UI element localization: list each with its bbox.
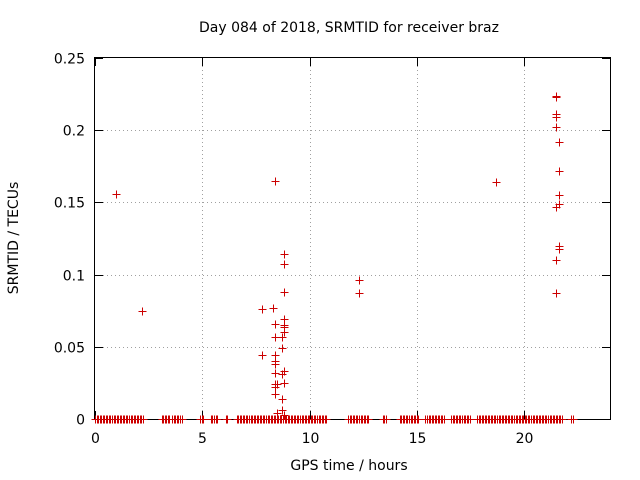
x-tick-label: 20 xyxy=(516,431,534,447)
y-tick-label: 0.15 xyxy=(54,196,85,212)
grid-layer xyxy=(95,58,610,419)
data-point xyxy=(271,360,280,369)
data-point xyxy=(258,351,267,360)
data-point xyxy=(258,305,267,314)
data-point xyxy=(271,333,280,342)
zero-data-point xyxy=(440,415,449,424)
data-point xyxy=(355,276,364,285)
data-point xyxy=(278,406,287,415)
y-tick-label: 0.2 xyxy=(63,124,85,140)
data-point xyxy=(280,411,289,420)
data-point xyxy=(555,167,564,176)
data-point xyxy=(278,395,287,404)
data-point xyxy=(271,369,280,378)
zero-data-point xyxy=(466,415,475,424)
x-tick-label: 10 xyxy=(302,431,320,447)
data-point xyxy=(273,380,282,389)
y-tick-label: 0.25 xyxy=(54,52,85,68)
data-point xyxy=(552,123,561,132)
data-point xyxy=(555,200,564,209)
x-tick-label: 15 xyxy=(409,431,427,447)
plot-frame xyxy=(94,57,611,420)
data-point xyxy=(280,250,289,259)
data-point xyxy=(280,379,289,388)
data-point xyxy=(273,409,282,418)
zero-data-point xyxy=(213,415,222,424)
y-tick-label: 0.1 xyxy=(63,269,85,285)
data-point xyxy=(278,344,287,353)
zero-data-point xyxy=(364,415,373,424)
data-point xyxy=(492,178,501,187)
data-point xyxy=(280,328,289,337)
x-axis-title: GPS time / hours xyxy=(290,458,407,474)
zero-data-point xyxy=(558,415,567,424)
data-point xyxy=(280,260,289,269)
data-point xyxy=(269,304,278,313)
zero-data-point xyxy=(569,415,578,424)
y-tick-label: 0 xyxy=(76,413,85,429)
data-point xyxy=(280,288,289,297)
data-point xyxy=(555,138,564,147)
zero-data-point xyxy=(139,415,148,424)
data-point xyxy=(138,307,147,316)
data-point xyxy=(278,333,287,342)
zero-data-point xyxy=(178,415,187,424)
zero-data-point xyxy=(199,415,208,424)
zero-data-point xyxy=(322,415,331,424)
data-point xyxy=(555,245,564,254)
chart-title: Day 084 of 2018, SRMTID for receiver bra… xyxy=(199,20,499,36)
y-axis-title: SRMTID / TECUs xyxy=(6,182,22,295)
x-tick-label: 0 xyxy=(91,431,100,447)
y-tick-label: 0.05 xyxy=(54,341,85,357)
data-point xyxy=(280,367,289,376)
zero-data-point xyxy=(223,415,232,424)
data-point xyxy=(552,256,561,265)
data-point xyxy=(552,93,561,102)
x-tick-label: 5 xyxy=(198,431,207,447)
data-points xyxy=(91,92,578,424)
data-point xyxy=(552,289,561,298)
data-point xyxy=(355,289,364,298)
zero-data-point xyxy=(382,415,391,424)
data-point xyxy=(271,390,280,399)
data-point xyxy=(271,320,280,329)
tick-layer: 0 0.05 0.1 0.15 0.2 0.25 0 5 10 15 20 xyxy=(54,52,610,447)
data-point xyxy=(552,113,561,122)
zero-data-point xyxy=(414,415,423,424)
data-point xyxy=(555,191,564,200)
data-point xyxy=(112,190,121,199)
data-point xyxy=(271,177,280,186)
